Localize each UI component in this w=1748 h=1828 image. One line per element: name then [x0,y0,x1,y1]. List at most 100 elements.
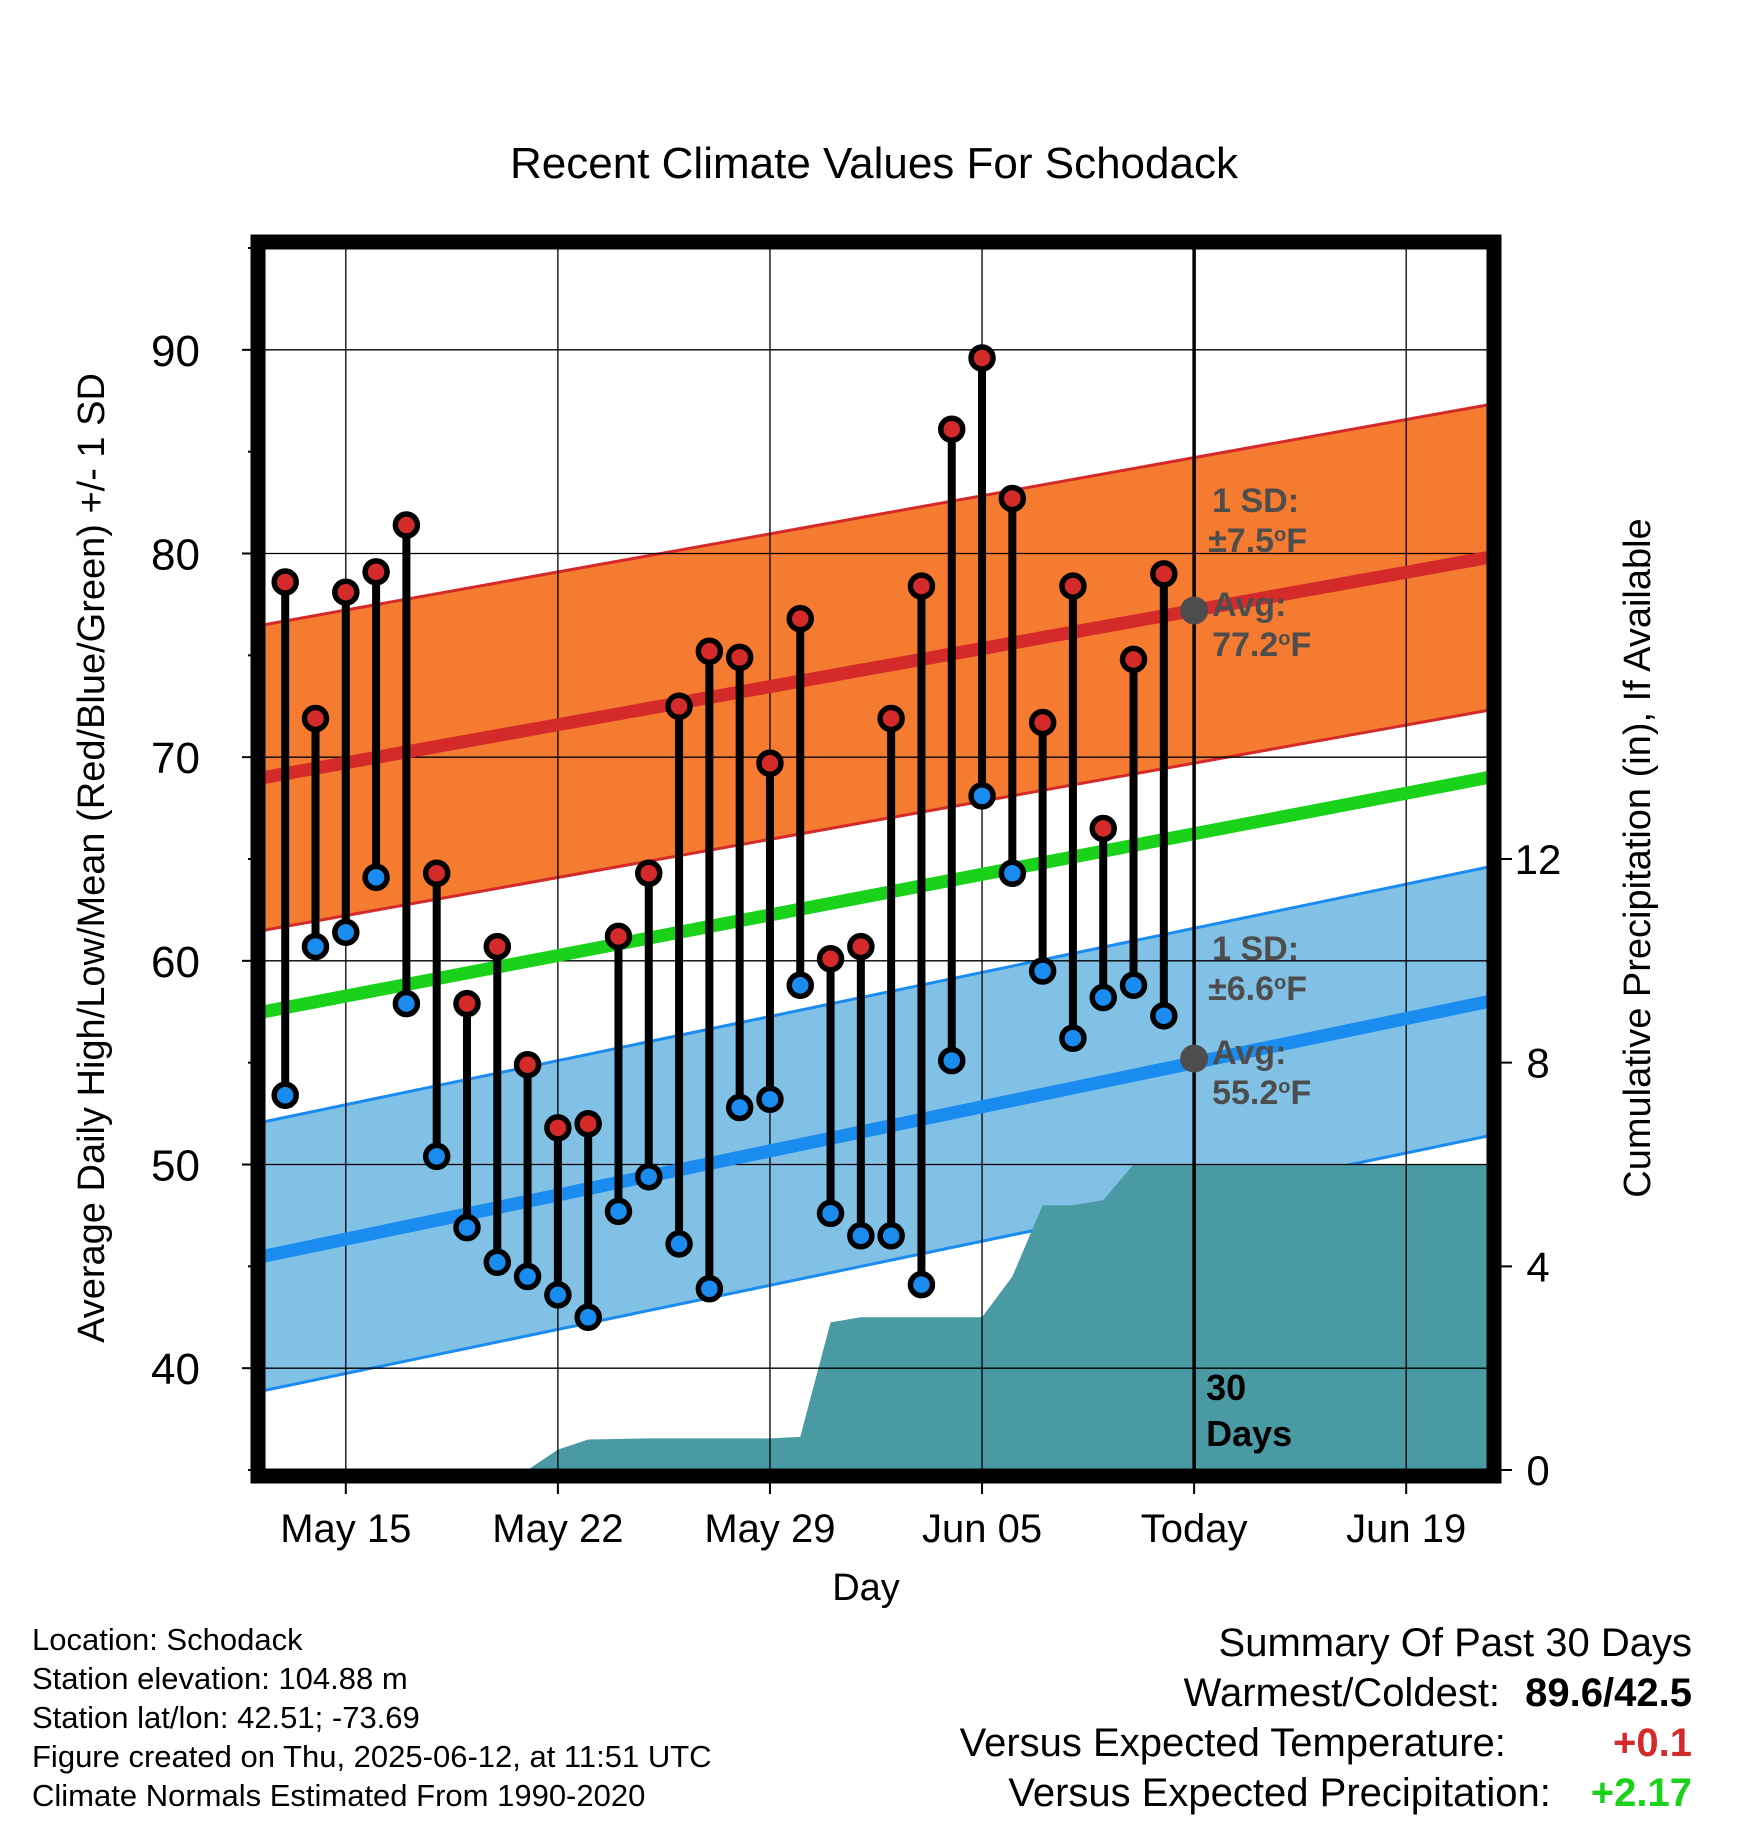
summary-temp-value: +0.1 [1613,1721,1692,1765]
x-tick-label: May 22 [492,1507,623,1551]
daily-high-point [604,922,633,951]
daily-low-point [907,1270,936,1299]
y-tick-label-left: 40 [151,1345,200,1394]
summary-precip-value: +2.17 [1590,1771,1692,1815]
y-tick-label-left: 80 [151,531,200,580]
daily-low-point [847,1222,875,1250]
high-avg-marker [1180,596,1209,625]
summary-precip-label: Versus Expected Precipitation: [1008,1771,1551,1815]
daily-low-point [695,1274,724,1303]
daily-high-point [937,415,966,444]
daily-high-point [301,704,330,733]
daily-high-point [665,692,693,720]
daily-high-point [725,643,754,672]
daily-high-point [392,511,421,539]
daily-low-point [1119,971,1148,1000]
high-avg-label: Avg: [1212,586,1286,624]
high-sd-band-lower-edge [264,708,1488,932]
daily-high-point [816,945,845,973]
daily-low-point [877,1222,905,1250]
location-text: Location: Schodack [32,1622,303,1657]
station-info: Location: Schodack Station elevation: 10… [32,1620,712,1815]
y-axis-label-left: Average Daily High/Low/Mean (Red/Blue/Gr… [71,373,113,1343]
y-tick-label-left: 70 [151,734,200,783]
y-tick-label-right: 12 [1515,836,1562,883]
daily-high-point [513,1050,542,1079]
daily-high-point [847,932,875,961]
low-sd-value: ±6.6oF [1208,970,1307,1008]
daily-high-point [332,578,360,606]
daily-high-point [483,932,512,961]
summary-temp-label: Versus Expected Temperature: [959,1721,1506,1765]
daily-low-point [483,1248,512,1277]
daily-low-point [1059,1024,1087,1052]
daily-high-point [574,1110,602,1138]
y-tick-label-left: 90 [151,327,200,376]
daily-low-point [544,1281,572,1309]
low-avg-label: Avg: [1212,1034,1286,1072]
x-tick-label: Jun 19 [1346,1507,1466,1551]
daily-high-point [877,704,905,733]
summary-panel: Summary Of Past 30 Days Warmest/Coldest:… [960,1618,1692,1818]
summary-warmest-label: Warmest/Coldest: [1183,1671,1501,1715]
high-sd-band-upper-edge [264,403,1488,627]
low-avg-marker [1180,1044,1209,1073]
daily-low-point [392,989,421,1018]
high-sd-value: ±7.5oF [1208,522,1307,560]
daily-high-point [362,558,390,586]
daily-low-point [422,1142,451,1171]
precipitation-area [527,1164,1488,1470]
daily-high-point [1119,645,1148,674]
daily-high-point [453,989,481,1018]
daily-high-point [1150,560,1178,588]
daily-low-point [756,1085,784,1114]
daily-low-point [604,1197,633,1226]
daily-low-point [635,1162,663,1191]
daily-high-point [422,859,451,888]
daily-low-point [362,863,390,892]
elevation-text: Station elevation: 104.88 m [32,1661,408,1696]
daily-low-point [271,1081,299,1110]
x-tick-label: Today [1141,1507,1248,1551]
normals-text: Climate Normals Estimated From 1990-2020 [32,1778,646,1813]
y-axis-label-right: Cumulative Precipitation (in), If Availa… [1617,518,1659,1197]
summary-title: Summary Of Past 30 Days [1218,1621,1692,1665]
daily-low-point [937,1046,966,1075]
y-tick-label-left: 60 [151,938,200,987]
low-sd-label: 1 SD: [1212,930,1299,968]
daily-low-point [1089,983,1117,1012]
x-tick-label: May 15 [280,1507,411,1551]
low-avg-value: 55.2oF [1212,1074,1311,1112]
chart-title: Recent Climate Values For Schodack [510,139,1239,188]
daily-high-point [1089,814,1117,843]
daily-high-point [635,859,663,888]
created-text: Figure created on Thu, 2025-06-12, at 11… [32,1739,712,1774]
high-sd-label: 1 SD: [1212,482,1299,520]
daily-low-point [574,1303,602,1331]
daily-high-point [907,572,936,600]
climate-chart: Recent Climate Values For Schodack 30 Day… [71,139,1659,1609]
daily-high-point [968,344,996,372]
y-tick-label-right: 4 [1526,1243,1549,1290]
daily-low-point [1028,957,1057,985]
daily-low-point [301,932,330,961]
normal-mean-line [264,771,1488,1019]
daily-high-point [1028,708,1057,737]
daily-high-point [695,637,724,666]
daily-low-point [332,918,360,947]
daily-low-point [786,971,815,1000]
daily-high-point [756,749,784,778]
daily-low-point [998,859,1027,888]
summary-precip-row: Versus Expected Precipitation: +2.17 [960,1768,1692,1818]
daily-low-point [816,1199,845,1228]
daily-low-point [725,1093,754,1122]
x-tick-label: Jun 05 [922,1507,1042,1551]
y-tick-label-left: 50 [151,1142,200,1191]
today-days-word: Days [1206,1413,1292,1454]
daily-high-point [271,568,299,596]
today-days-number: 30 [1206,1367,1246,1408]
y-tick-label-right: 8 [1526,1040,1549,1087]
latlon-text: Station lat/lon: 42.51; -73.69 [32,1700,420,1735]
high-avg-value: 77.2oF [1212,626,1311,664]
summary-warmest-row: Warmest/Coldest: 89.6/42.5 [960,1668,1692,1718]
